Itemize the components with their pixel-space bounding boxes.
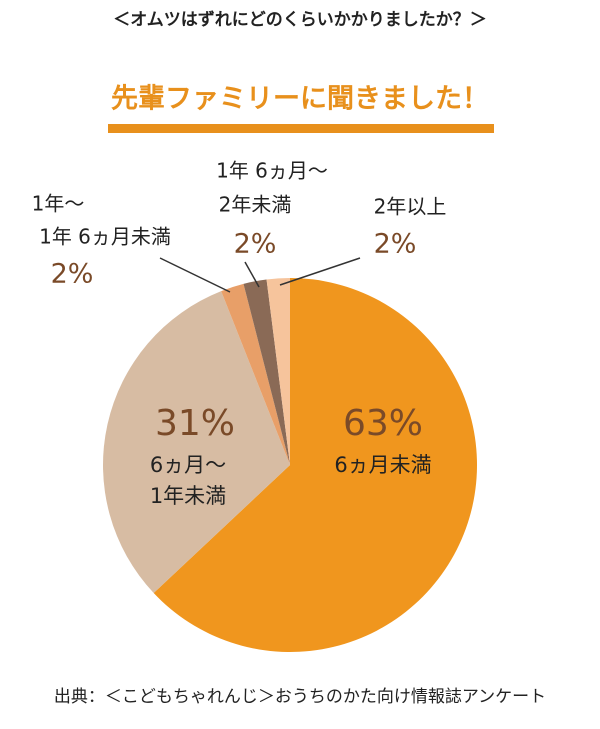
pie-slice [102, 291, 290, 594]
subtitle-underline [108, 124, 494, 133]
category-label: 6ヵ月〜 [150, 453, 226, 477]
category-label: 1年〜 [32, 192, 85, 216]
leader-line [244, 261, 260, 288]
value-label: 2% [234, 229, 277, 260]
pie-slice [266, 278, 290, 465]
chart-subtitle: 先輩ファミリーに聞きました！ [111, 84, 489, 115]
category-label: 1年未満 [150, 484, 226, 508]
category-label: 2年以上 [374, 195, 447, 219]
value-label: 2% [51, 259, 94, 290]
value-label: 2% [374, 229, 417, 260]
source-note: 出典：＜こどもちゃれんじ＞おうちのかた向け情報誌アンケート [54, 687, 546, 707]
chart-title: ＜オムツはずれにどのくらいかかりましたか？＞ [113, 10, 487, 30]
pie-slice [243, 279, 290, 465]
value-label: 63% [343, 403, 423, 444]
leader-line [279, 257, 361, 286]
leader-line [159, 257, 231, 293]
category-label: 1年 6ヵ月〜 [216, 159, 328, 183]
pie-slice [153, 278, 477, 652]
value-label: 31% [155, 403, 235, 444]
category-label: 6ヵ月未満 [334, 453, 431, 477]
category-label: 1年 6ヵ月未満 [39, 225, 171, 249]
pie-slice [221, 283, 290, 465]
category-label: 2年未満 [219, 193, 292, 217]
